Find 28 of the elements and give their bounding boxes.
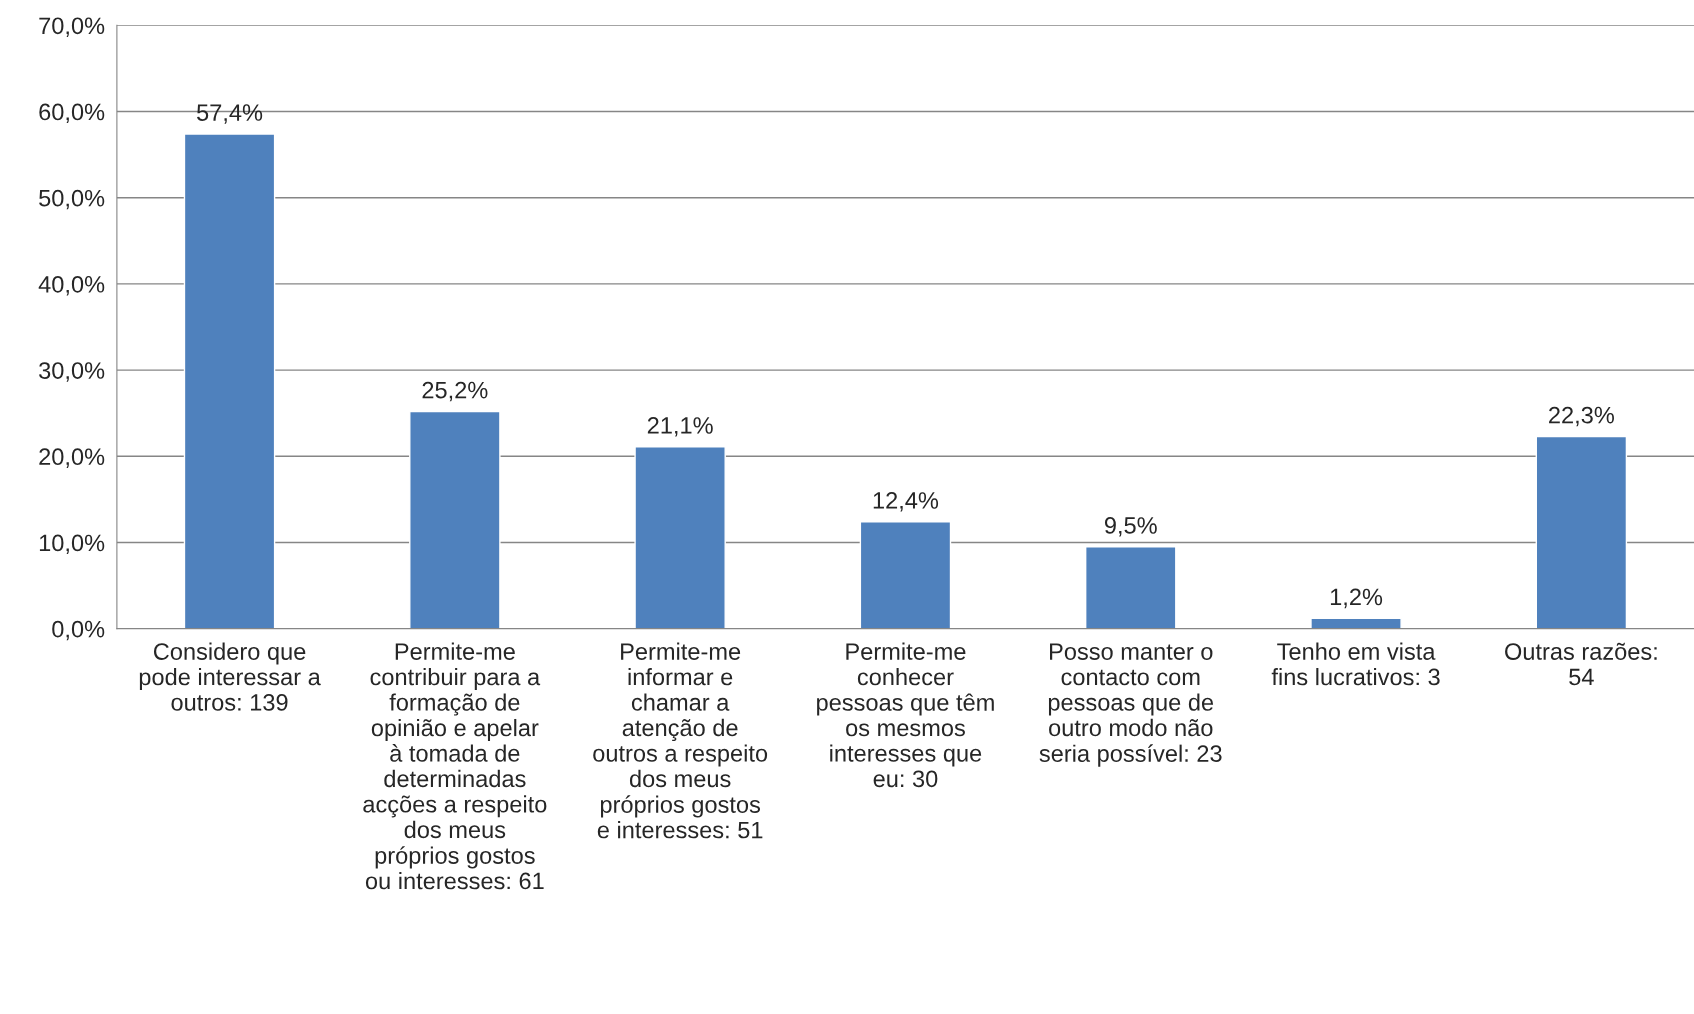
bar: [859, 521, 952, 629]
y-tick-label: 40,0%: [38, 275, 105, 296]
bar: [1535, 435, 1628, 629]
data-label: 12,4%: [873, 492, 939, 512]
y-tick-label: 70,0%: [39, 17, 105, 37]
x-tick-label: Permite-me conhecer pessoas que têm os mesmos interesses que eu: 30: [817, 642, 994, 788]
bar: [1084, 546, 1177, 629]
data-label: 22,3%: [1549, 406, 1614, 427]
x-tick-label: Outras razões: 54: [1505, 642, 1657, 686]
bar: [183, 133, 276, 629]
data-label: 1,2%: [1330, 588, 1383, 609]
y-tick-label: 30,0%: [39, 362, 105, 382]
y-tick-label: 50,0%: [39, 189, 105, 210]
category-label: Permite-me contribuir para a formação de opinião e apelar à tomada de determinadas acções a respeito dos meus próprios gostos ou interesses: 61: [363, 642, 547, 890]
bar: [1310, 617, 1402, 629]
x-tick-label: Tenho em vista fins lucrativos: 3: [1271, 642, 1440, 686]
x-tick-label: Permite-me informar e chamar a atenção de outros a respeito dos meus próprios gostos e interesses: 51: [593, 642, 768, 839]
bar: [409, 410, 501, 629]
y-tick-label: 60,0%: [39, 103, 105, 124]
y-tick-label: 10,0%: [39, 534, 105, 555]
data-label: 9,5%: [1104, 517, 1157, 537]
data-label: 21,1%: [647, 417, 713, 437]
bar: [634, 446, 726, 629]
y-tick-label: 0,0%: [52, 620, 105, 641]
data-label: 25,2%: [422, 381, 488, 402]
y-tick-label: 20,0%: [39, 448, 105, 468]
x-tick-label: Posso manter o contacto com pessoas que de outro modo não seria possível: 23: [1039, 643, 1222, 767]
x-tick-label: Considero que pode interessar a outros: 139: [139, 642, 321, 711]
